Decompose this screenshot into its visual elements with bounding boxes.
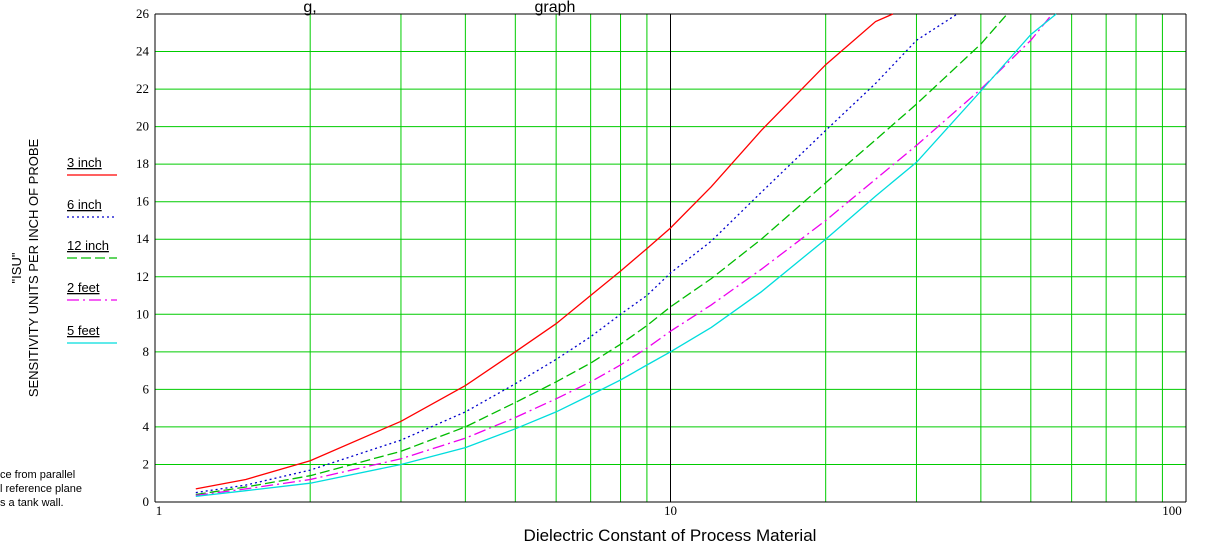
y-tick-label: 6 <box>143 381 150 396</box>
legend: 3 inch 6 inch 12 inch 2 feet 5 feet <box>67 155 117 344</box>
title-fragment-right: graph <box>535 0 576 16</box>
series-line-0 <box>195 13 894 490</box>
y-tick-label: 2 <box>143 456 150 471</box>
y-tick-label: 12 <box>136 269 149 284</box>
y-tick-label: 20 <box>136 119 149 134</box>
y-axis-label-line2: SENSITIVITY UNITS PER INCH OF PROBE <box>26 138 41 397</box>
y-tick-label: 0 <box>143 494 150 509</box>
y-tick-label: 26 <box>136 6 150 21</box>
series-line-1 <box>195 13 958 494</box>
y-tick-label: 10 <box>136 306 149 321</box>
note-line-3: s a tank wall. <box>0 497 64 509</box>
series-line-3 <box>195 13 1053 497</box>
legend-label-4: 5 feet <box>67 323 100 338</box>
y-tick-label: 18 <box>136 156 149 171</box>
series-lines <box>195 13 1057 498</box>
legend-label-0: 3 inch <box>67 155 102 170</box>
y-tick-label: 22 <box>136 81 149 96</box>
y-axis-label-line1: "ISU" <box>9 252 24 283</box>
y-tick-label: 24 <box>136 44 150 59</box>
note-line-1: ce from parallel <box>0 469 75 481</box>
note-line-2: l reference plane <box>0 483 82 495</box>
y-tick-label: 14 <box>136 231 150 246</box>
title-fragment-left: g, <box>303 0 316 16</box>
x-tick-label: 1 <box>156 503 163 518</box>
axes <box>154 13 1187 503</box>
x-tick-label: 10 <box>664 503 677 518</box>
x-axis-label: Dielectric Constant of Process Material <box>524 526 817 545</box>
x-tick-label: 100 <box>1162 503 1182 518</box>
y-tick-label: 8 <box>143 344 150 359</box>
series-line-4 <box>195 13 1057 498</box>
legend-label-3: 2 feet <box>67 280 100 295</box>
y-tick-label: 4 <box>143 419 150 434</box>
note: ce from parallel l reference plane s a t… <box>0 469 82 509</box>
y-tick-label: 16 <box>136 194 150 209</box>
legend-label-2: 12 inch <box>67 238 109 253</box>
series-line-2 <box>195 13 1008 496</box>
legend-label-1: 6 inch <box>67 197 102 212</box>
